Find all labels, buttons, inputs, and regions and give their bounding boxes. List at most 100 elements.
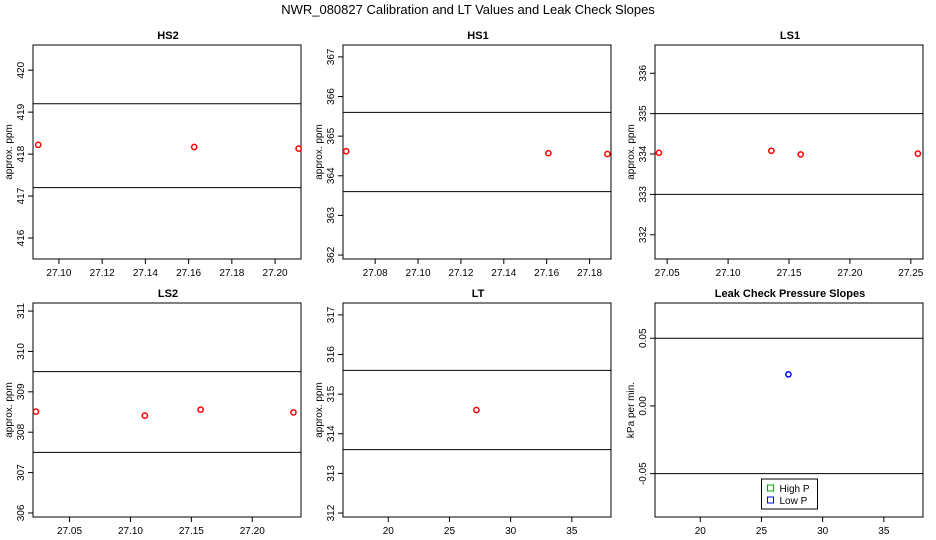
y-tick-label: 335 [638, 105, 649, 122]
y-axis-label-ls1: approx. ppm [626, 124, 637, 180]
y-tick-label: 420 [16, 61, 27, 78]
data-point [32, 408, 40, 415]
y-axis-label-ls2: approx. ppm [4, 382, 15, 438]
x-tick-label: 27.10 [406, 268, 431, 279]
legend-marker [767, 496, 774, 504]
x-tick-label: 27.05 [655, 268, 680, 279]
plot-frame [654, 302, 924, 518]
x-tick-label: 27.10 [46, 268, 71, 279]
y-tick-label: 306 [16, 504, 27, 521]
y-axis-label-leak: kPa per min. [626, 382, 637, 438]
x-tick-label: 20 [695, 526, 707, 537]
data-point [797, 151, 805, 158]
panel-title-leak: Leak Check Pressure Slopes [715, 288, 865, 300]
legend-marker [767, 484, 774, 492]
y-tick-label: 332 [638, 226, 649, 243]
y-tick-label: 362 [326, 246, 337, 263]
data-point [767, 147, 775, 155]
legend-label: High P [780, 484, 810, 495]
x-tick-label: 27.14 [133, 268, 158, 279]
x-tick-label: 27.10 [716, 268, 741, 279]
x-tick-label: 27.18 [577, 268, 602, 279]
y-tick-label: 311 [16, 303, 27, 319]
panel-title-lt: LT [472, 288, 485, 300]
y-tick-label: 316 [326, 346, 337, 363]
data-point [190, 143, 198, 151]
y-tick-label: 317 [326, 306, 337, 323]
panel-title-ls1: LS1 [780, 30, 800, 42]
x-tick-label: 27.18 [219, 268, 244, 279]
x-tick-label: 25 [756, 526, 768, 537]
plot-frame [342, 302, 612, 518]
panel-title-hs2: HS2 [157, 30, 178, 42]
y-tick-label: 417 [16, 187, 27, 204]
y-axis-label-hs1: approx. ppm [314, 124, 325, 180]
y-tick-label: 367 [326, 48, 337, 65]
x-tick-label: 27.15 [179, 526, 204, 537]
x-tick-label: 30 [817, 526, 829, 537]
x-tick-label: 27.16 [534, 268, 559, 279]
panel-hs1: HS1 approx. ppm [314, 30, 489, 180]
y-tick-label: 309 [16, 383, 27, 400]
x-tick-label: 27.12 [448, 268, 473, 279]
panel-hs2: HS2 approx. ppm [4, 30, 179, 180]
x-tick-label: 20 [383, 526, 395, 537]
x-tick-label: 27.14 [491, 268, 516, 279]
plot-frame [32, 302, 302, 518]
plot-area-ls2: 27.05 27.10 27.15 27.20 306 307 308 309 310 311 [16, 302, 302, 537]
y-tick-label: 334 [638, 145, 649, 162]
data-point [914, 150, 922, 157]
x-tick-label: 35 [566, 526, 578, 537]
plot-area-hs1: 27.08 27.10 27.12 27.14 27.16 27.18 362 363 364 3… [326, 44, 612, 279]
y-tick-label: -0.05 [638, 462, 649, 485]
x-tick-label: 27.12 [90, 268, 115, 279]
y-tick-label: 312 [326, 504, 337, 521]
y-tick-label: 313 [326, 465, 337, 482]
x-tick-label: 27.20 [240, 526, 265, 537]
x-tick-label: 25 [444, 526, 456, 537]
y-tick-label: 365 [326, 127, 337, 144]
legend-label: Low P [780, 496, 808, 507]
x-tick-label: 27.08 [363, 268, 388, 279]
panel-ls1: LS1 approx. ppm [626, 30, 800, 180]
plot-frame [654, 44, 924, 260]
data-point [295, 145, 302, 152]
panel-lt: LT approx. ppm [314, 288, 485, 438]
data-point [342, 147, 350, 155]
x-tick-label: 30 [505, 526, 517, 537]
y-tick-label: 0.05 [638, 328, 649, 348]
y-tick-label: 310 [16, 343, 27, 360]
x-tick-label: 27.16 [176, 268, 201, 279]
plot-area-hs2: 27.10 27.12 27.14 27.16 27.18 27.20 416 417 418 4… [16, 44, 302, 279]
y-tick-label: 314 [326, 425, 337, 442]
data-point [545, 149, 552, 157]
x-tick-label: 27.15 [776, 268, 801, 279]
data-point [473, 406, 480, 414]
y-tick-label: 0.00 [638, 396, 649, 416]
y-axis-label-hs2: approx. ppm [4, 124, 15, 180]
y-tick-label: 366 [326, 88, 337, 105]
data-point [197, 406, 204, 413]
panel-leak: Leak Check Pressure Slopes kPa per min. [626, 288, 865, 438]
y-axis-label-lt: approx. ppm [314, 382, 325, 438]
x-tick-label: 27.10 [118, 526, 143, 537]
y-tick-label: 364 [326, 167, 337, 184]
data-point [290, 409, 297, 416]
x-tick-label: 27.20 [837, 268, 862, 279]
x-tick-label: 35 [878, 526, 890, 537]
x-tick-label: 27.05 [57, 526, 82, 537]
data-point [141, 412, 149, 420]
data-point [604, 150, 611, 158]
panel-title-ls2: LS2 [158, 288, 178, 300]
y-tick-label: 419 [16, 103, 27, 120]
plot-frame [342, 44, 612, 260]
y-tick-label: 416 [16, 229, 27, 246]
legend-box [761, 478, 818, 510]
figure-title: NWR_080827 Calibration and LT Values and… [281, 2, 655, 17]
y-tick-label: 315 [326, 385, 337, 402]
panel-title-hs1: HS1 [467, 30, 488, 42]
